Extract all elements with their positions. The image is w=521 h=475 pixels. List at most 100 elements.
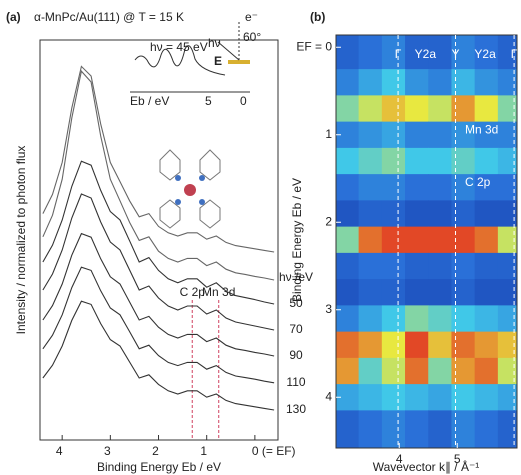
heatmap-cell xyxy=(382,358,406,385)
heatmap-cell xyxy=(451,227,475,254)
heatmap-cell xyxy=(451,200,475,227)
symmetry-label: Y xyxy=(451,47,459,61)
heatmap-cell xyxy=(382,69,406,96)
heatmap-cell xyxy=(382,148,406,175)
y-tick-label: 3 xyxy=(325,302,332,316)
heatmap-cell xyxy=(336,69,359,96)
heatmap-cell xyxy=(475,253,499,280)
legend-label: 110 xyxy=(286,375,305,389)
heatmap-cell xyxy=(382,305,406,332)
heatmap-cell xyxy=(359,253,383,280)
heatmap-cell xyxy=(475,410,499,448)
band-label: C 2p xyxy=(465,175,491,189)
heatmap-cell xyxy=(428,95,452,122)
heatmap-cell xyxy=(451,332,475,359)
heatmap-cell xyxy=(405,227,429,254)
heatmap-cell xyxy=(475,69,499,96)
heatmap-cell xyxy=(382,279,406,306)
heatmap-cell xyxy=(451,305,475,332)
inset-angle: 60° xyxy=(243,30,261,44)
chart-title: α-MnPc/Au(111) @ T = 15 K xyxy=(34,10,184,24)
heatmap-cell xyxy=(405,279,429,306)
heatmap-cell xyxy=(475,332,499,359)
symmetry-label: Y2a xyxy=(415,47,437,61)
x-tick-label: 4 xyxy=(56,444,63,458)
heatmap-cell xyxy=(336,148,359,175)
y-tick-label: 4 xyxy=(325,389,332,403)
heatmap-cell xyxy=(428,305,452,332)
heatmap-cell xyxy=(451,358,475,385)
x-axis-label: Wavevector k∥ / Å⁻¹ xyxy=(373,459,480,474)
heatmap-cell xyxy=(428,253,452,280)
heatmap-cell xyxy=(359,358,383,385)
x-tick-label: 0 (= EF) xyxy=(252,444,296,458)
heatmap-cell xyxy=(359,227,383,254)
inset-axis-label: Eb / eV xyxy=(130,94,169,108)
heatmap-cell xyxy=(359,35,383,70)
x-tick-label: 4 xyxy=(396,452,403,466)
heatmap-cell xyxy=(405,410,429,448)
heatmap-cell xyxy=(428,410,452,448)
heatmap-cell xyxy=(451,69,475,96)
heatmap-cell xyxy=(359,69,383,96)
symmetry-label: Γ xyxy=(395,47,402,61)
heatmap-cell xyxy=(451,279,475,306)
heatmap-cell xyxy=(382,332,406,359)
heatmap-cell xyxy=(475,148,499,175)
heatmap-cell xyxy=(382,122,406,149)
heatmap-cell xyxy=(405,253,429,280)
x-axis-label: Binding Energy Eb / eV xyxy=(97,460,221,474)
heatmap-cell xyxy=(382,95,406,122)
figure: (a) α-MnPc/Au(111) @ T = 15 K Binding En… xyxy=(0,0,521,475)
symmetry-label: Γ xyxy=(511,47,518,61)
heatmap-cell xyxy=(336,95,359,122)
heatmap-cell xyxy=(336,410,359,448)
heatmap-cell xyxy=(451,384,475,411)
legend-label: 50 xyxy=(289,296,303,310)
heatmap-cell xyxy=(475,358,499,385)
spectrum-line xyxy=(43,234,274,356)
heatmap-cell xyxy=(451,410,475,448)
heatmap-cell xyxy=(336,174,359,201)
heatmap-cell xyxy=(405,148,429,175)
heatmap-cell xyxy=(428,69,452,96)
heatmap-cell xyxy=(475,227,499,254)
heatmap-cell xyxy=(382,253,406,280)
heatmap-cell xyxy=(336,253,359,280)
heatmap-cell xyxy=(359,279,383,306)
heatmap-cell xyxy=(475,384,499,411)
y-tick-label: 1 xyxy=(325,127,332,141)
legend-label: 130 xyxy=(286,402,306,416)
heatmap-cell xyxy=(405,69,429,96)
panel-label: (b) xyxy=(310,10,325,24)
heatmap-cell xyxy=(428,200,452,227)
heatmap-cell xyxy=(405,174,429,201)
x-tick-label: 5 xyxy=(454,452,461,466)
heatmap-cell xyxy=(451,253,475,280)
inset-title: hν = 45 eV xyxy=(150,40,208,54)
heatmap-cell xyxy=(405,122,429,149)
inset-tick: 5 xyxy=(205,94,212,108)
heatmap-cell xyxy=(336,227,359,254)
heatmap-cell xyxy=(382,200,406,227)
heatmap-cell xyxy=(475,95,499,122)
heatmap-cell xyxy=(428,332,452,359)
molecule xyxy=(160,150,220,228)
legend-label: 70 xyxy=(289,322,303,336)
heatmap-cell xyxy=(405,95,429,122)
y-axis-label: Binding Energy Eb / eV xyxy=(290,178,304,302)
legend-label: 90 xyxy=(289,348,303,362)
heatmap-cell xyxy=(359,200,383,227)
heatmap-cell xyxy=(382,227,406,254)
heatmap-cell xyxy=(336,200,359,227)
heatmap-cell xyxy=(336,332,359,359)
heatmap-cell xyxy=(405,332,429,359)
heatmap-cell xyxy=(382,35,406,70)
heatmap-cell xyxy=(475,200,499,227)
heatmap-cell xyxy=(359,332,383,359)
spectrum-line xyxy=(43,267,274,383)
y-tick-label: EF = 0 xyxy=(296,39,332,53)
heatmap-cell xyxy=(336,35,359,70)
spectrum-line xyxy=(43,161,274,304)
heatmap-cell xyxy=(359,384,383,411)
